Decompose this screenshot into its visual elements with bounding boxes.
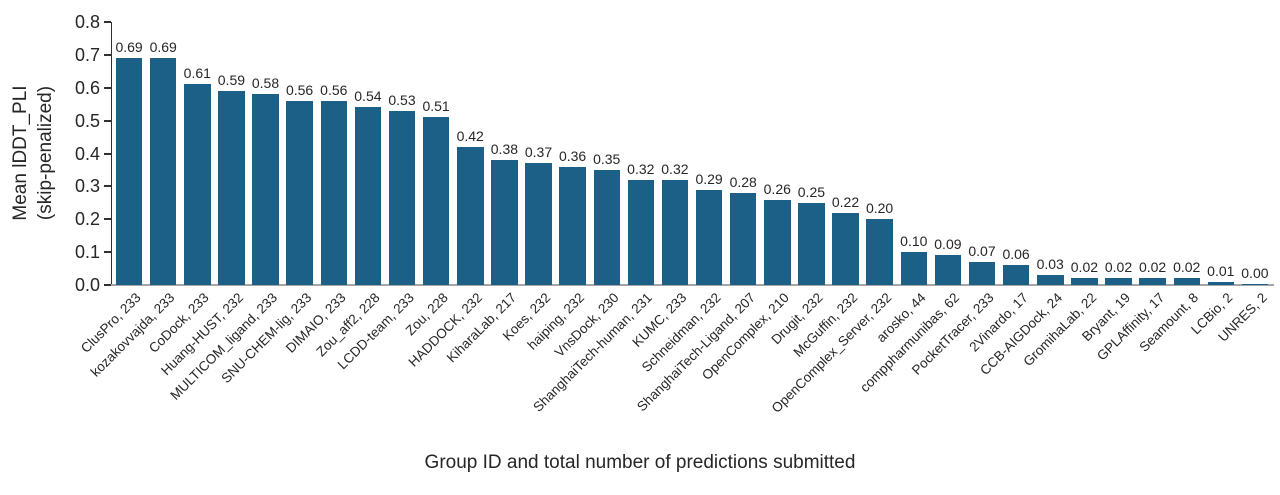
bar-value-label: 0.32	[627, 161, 655, 177]
bar-value-label: 0.02	[1138, 259, 1167, 275]
bar-value-label: 0.02	[1104, 259, 1133, 275]
y-axis-line	[110, 22, 112, 286]
plot-area: 0.69 0.69 0.61 0.59 0.58 0.56 0.56 0.54 0.53 0.51…	[112, 22, 1272, 285]
bar-value-label: 0.07	[968, 243, 996, 259]
y-tick-label: 0.7	[74, 44, 100, 65]
y-tick-label: 0.8	[74, 12, 100, 32]
bar	[798, 203, 825, 285]
y-tick	[104, 21, 111, 23]
bar-value-label: 0.00	[1241, 265, 1269, 281]
y-tick-label: 0.2	[74, 209, 100, 230]
bar	[286, 101, 313, 285]
bar-value-label: 0.61	[183, 65, 211, 81]
bar	[661, 180, 689, 285]
bar	[1241, 284, 1269, 285]
y-tick	[104, 86, 111, 89]
bar-value-label: 0.28	[729, 174, 757, 190]
bar-value-label: 0.56	[285, 82, 314, 98]
bar-value-label: 0.02	[1070, 259, 1099, 275]
bar	[525, 163, 552, 285]
bar	[593, 170, 620, 285]
bar	[934, 255, 962, 285]
bar	[764, 200, 791, 285]
bar	[1037, 275, 1064, 285]
bar	[695, 190, 723, 285]
bar-value-label: 0.09	[934, 236, 962, 252]
bar-value-label: 0.20	[865, 200, 894, 216]
x-axis-title: Group ID and total number of predictions…	[424, 452, 856, 473]
y-tick	[104, 284, 111, 286]
bar	[1002, 265, 1030, 285]
bar-value-label: 0.03	[1036, 256, 1064, 272]
bar	[968, 262, 996, 285]
bar	[1071, 278, 1098, 285]
bar-value-label: 0.42	[456, 128, 484, 144]
y-tick	[104, 218, 111, 221]
y-tick-label: 0.3	[74, 176, 100, 197]
bar-value-label: 0.54	[354, 88, 382, 104]
bar	[729, 193, 757, 285]
bar-value-label: 0.32	[661, 161, 689, 177]
bar-value-label: 0.69	[149, 39, 177, 55]
bar-value-label: 0.35	[593, 151, 621, 167]
bar	[320, 101, 347, 285]
y-tick	[104, 152, 111, 155]
bar-value-label: 0.06	[1002, 246, 1030, 262]
bar-value-label: 0.29	[695, 171, 723, 187]
bar-value-label: 0.38	[490, 141, 519, 157]
bar-value-label: 0.01	[1207, 263, 1235, 279]
bar-value-label: 0.26	[763, 181, 791, 197]
y-tick	[104, 251, 111, 254]
bar	[559, 167, 586, 285]
y-tick-label: 0.6	[74, 77, 100, 98]
bar	[149, 58, 177, 285]
bar	[1207, 282, 1235, 285]
bar	[900, 252, 927, 285]
bar	[354, 107, 382, 285]
bar-value-label: 0.02	[1173, 259, 1201, 275]
bar	[115, 58, 143, 285]
bar-value-label: 0.58	[251, 75, 280, 91]
bar	[866, 219, 893, 285]
bar	[457, 147, 484, 285]
bar	[627, 180, 655, 285]
y-tick-label: 0.4	[74, 143, 100, 164]
y-tick	[104, 53, 111, 56]
bar	[1173, 278, 1200, 285]
bar	[491, 160, 518, 285]
bar	[388, 111, 416, 285]
bar-value-label: 0.10	[900, 233, 928, 249]
bar	[1105, 278, 1132, 285]
bar	[184, 84, 211, 285]
bar-value-label: 0.25	[797, 184, 826, 200]
y-tick	[104, 119, 111, 122]
bar-value-label: 0.69	[115, 39, 143, 55]
bar-value-label: 0.53	[388, 92, 416, 108]
bar	[422, 117, 450, 285]
bar-value-label: 0.36	[558, 148, 587, 164]
bar-value-label: 0.56	[320, 82, 348, 98]
bar	[218, 91, 245, 285]
bar	[252, 94, 279, 285]
bar-value-label: 0.59	[217, 72, 246, 88]
bar	[832, 213, 859, 285]
y-tick-label: 0.0	[74, 275, 100, 295]
y-tick	[104, 185, 111, 188]
bar-value-label: 0.51	[422, 98, 450, 114]
bar-value-label: 0.22	[831, 194, 860, 210]
bar-value-label: 0.37	[524, 144, 553, 160]
x-axis-line	[110, 284, 1274, 286]
bar	[1139, 278, 1166, 285]
y-tick-label: 0.5	[74, 110, 100, 131]
y-tick-label: 0.1	[74, 242, 100, 263]
